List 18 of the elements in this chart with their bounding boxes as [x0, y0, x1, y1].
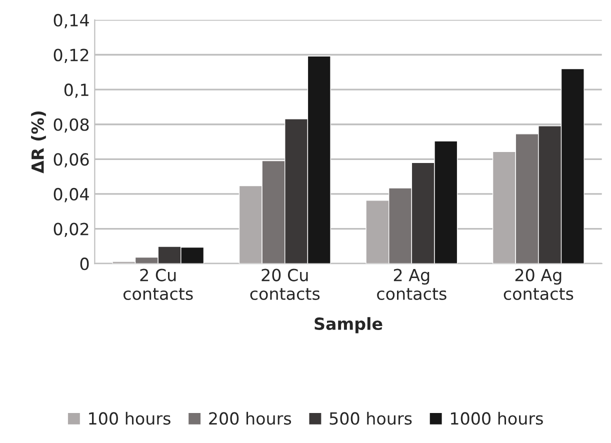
x-tick-label: 20 Cu contacts [250, 268, 320, 300]
y-axis-title: ΔR (%) [31, 111, 46, 174]
x-tick-label: 2 Cu contacts [123, 268, 193, 300]
y-tick-label: 0,1 [64, 84, 88, 98]
y-tick-label: 0,06 [54, 153, 89, 168]
y-tick-label: 0,12 [54, 48, 88, 64]
x-axis-title: Sample [314, 317, 382, 334]
x-tick-label: 2 Ag contacts [377, 268, 446, 300]
y-tick-label: 0,14 [54, 14, 89, 28]
y-tick-label: 0,02 [54, 222, 88, 238]
legend-label: 1000 hours [450, 412, 543, 425]
legend-label: 200 hours [209, 412, 292, 425]
legend-label: 100 hours [89, 412, 170, 425]
y-tick-label: 0,08 [54, 118, 89, 133]
x-tick-label: 20 Ag contacts [504, 268, 574, 300]
legend-label: 500 hours [330, 412, 412, 425]
y-tick-label: 0,04 [54, 188, 89, 202]
y-tick-label: 0 [80, 258, 89, 270]
